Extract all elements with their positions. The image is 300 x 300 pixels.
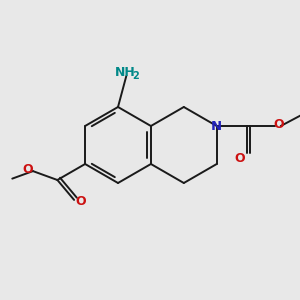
Text: O: O [76, 195, 86, 208]
Text: N: N [211, 119, 222, 133]
Text: NH: NH [115, 66, 136, 79]
Text: O: O [234, 152, 245, 164]
Text: 2: 2 [132, 71, 139, 81]
Text: O: O [273, 118, 284, 130]
Text: O: O [22, 163, 33, 176]
